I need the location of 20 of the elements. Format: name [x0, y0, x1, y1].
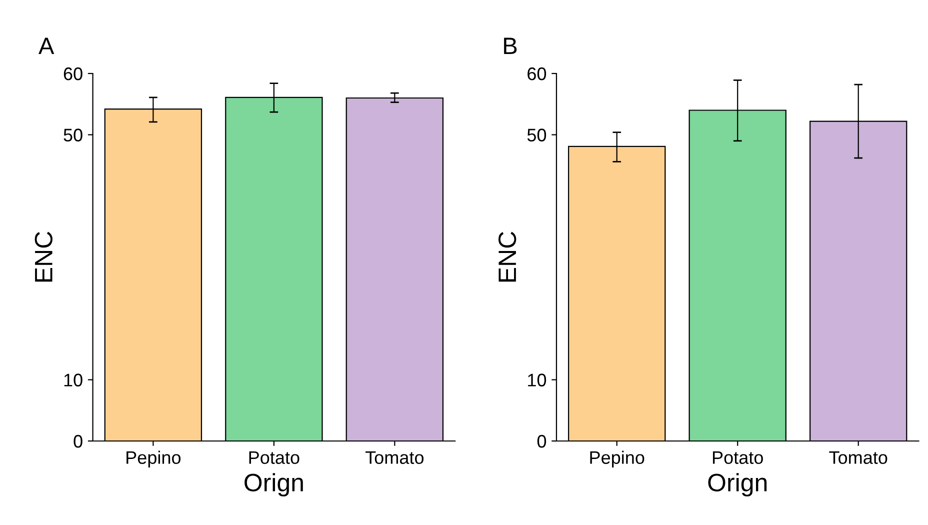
- y-tick-label: 0: [537, 434, 546, 448]
- y-tick-label: 10: [528, 374, 546, 386]
- y-tick-label: 50: [64, 128, 82, 142]
- y-tick-label: 10: [64, 374, 82, 386]
- y-axis-title: ENC: [34, 232, 52, 282]
- y-tick-label: 0: [74, 434, 82, 448]
- y-tick-label: 50: [527, 128, 546, 142]
- chart-title: B: [504, 38, 517, 54]
- x-axis-title: Orign: [244, 473, 303, 496]
- x-tick-label: Potato: [712, 451, 763, 464]
- x-tick-label: Tomato: [365, 451, 424, 464]
- x-tick-label: Tomato: [829, 451, 888, 464]
- x-axis-title: Orign: [708, 473, 767, 496]
- y-tick-label: 60: [64, 67, 82, 80]
- x-tick-label: Pepino: [126, 450, 181, 468]
- y-tick-label: 60: [528, 67, 546, 80]
- y-axis-title: ENC: [498, 232, 516, 282]
- x-tick-label: Pepino: [590, 450, 644, 468]
- chart-title: A: [38, 38, 54, 54]
- x-tick-label: Potato: [249, 451, 300, 464]
